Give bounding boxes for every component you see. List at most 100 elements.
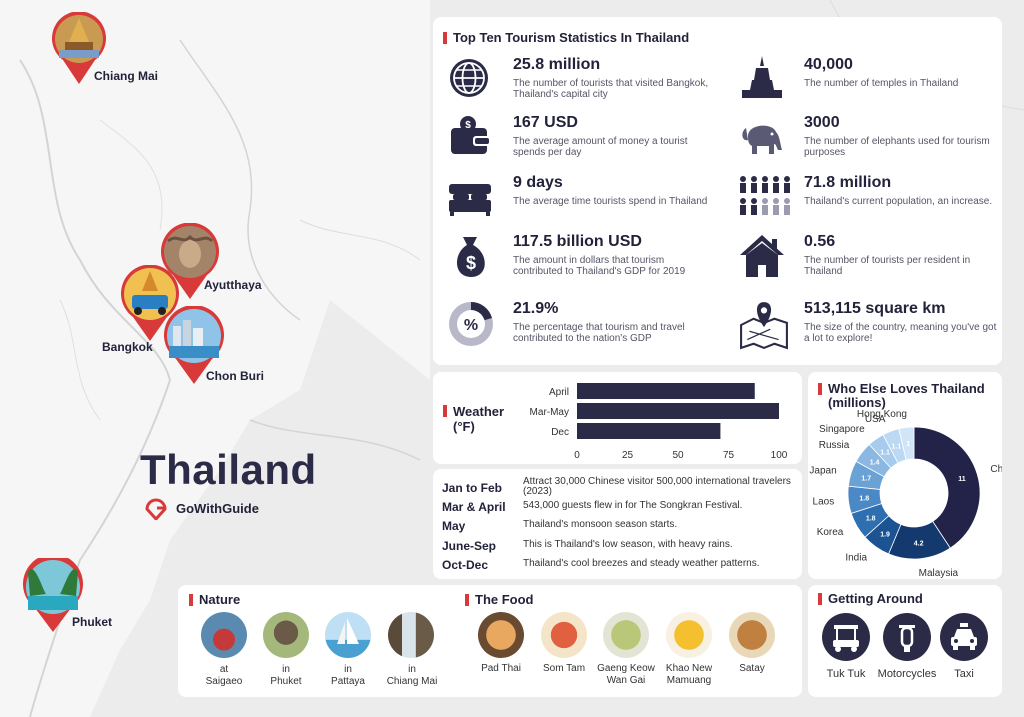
weather-timeline-card	[433, 469, 802, 579]
nature-title: Nature	[189, 593, 240, 607]
map-pin-icon	[740, 302, 788, 350]
donut-category-label: Laos	[813, 497, 835, 508]
caption-line: in	[408, 664, 416, 675]
timeline-text: Thailand's monsoon season starts.	[523, 519, 678, 530]
weather-bar	[577, 403, 779, 419]
svg-text:$: $	[466, 253, 476, 273]
house-icon	[740, 235, 784, 277]
tuk-tuk-button[interactable]	[822, 613, 870, 661]
nature-caption: in Phuket	[251, 664, 321, 688]
donut-category-label: Japan	[809, 465, 836, 476]
pin-bangkok[interactable]	[120, 265, 180, 341]
caption-line: Saigaeo	[205, 676, 243, 687]
stat-value: 3000	[804, 114, 840, 131]
satay-photo	[729, 612, 775, 658]
donut-value-label: 1.8	[859, 496, 869, 503]
donut-category-label: China	[990, 464, 1002, 475]
stat-value: 167 USD	[513, 114, 578, 131]
caption-line: at	[219, 664, 229, 675]
caption-line: Chiang Mai	[386, 676, 438, 687]
stat-value: 0.56	[804, 233, 836, 250]
tuk-tuk-icon	[833, 625, 859, 652]
timeline-text: This is Thailand's low season, with heav…	[523, 539, 733, 550]
transport-label: Tuk Tuk	[826, 668, 866, 680]
donut-value-label: 1	[906, 441, 910, 448]
stats-card	[433, 17, 1002, 365]
svg-text:$: $	[465, 120, 471, 131]
stat-value: 71.8 million	[804, 174, 892, 191]
pin-chon-buri[interactable]	[163, 306, 225, 384]
taxi-icon	[951, 623, 977, 650]
brand-name: GoWithGuide	[176, 501, 259, 516]
timeline-row: June-Sep This is Thailand's low season, …	[442, 537, 802, 555]
weather-category-label: Mar-May	[530, 407, 569, 418]
pad-thai-photo	[478, 612, 524, 658]
caption-line: Pattaya	[331, 676, 365, 687]
pin-phuket[interactable]	[22, 558, 84, 632]
som-tam-photo	[541, 612, 587, 658]
stat-item: 71.8 million Thailand's current populati…	[738, 174, 1008, 230]
stat-desc: The number of elephants used for tourism…	[804, 136, 990, 158]
caption-line: Pad Thai	[481, 663, 521, 674]
timeline-text: Attract 30,000 Chinese visitor 500,000 i…	[523, 476, 791, 497]
caption-line: Khao New	[665, 663, 713, 674]
stat-item: 25.8 million The number of tourists that…	[447, 56, 717, 112]
pin-ayutthaya[interactable]	[160, 223, 220, 299]
caption-line: Phuket	[270, 676, 302, 687]
wallet-icon: $	[451, 116, 491, 154]
pin-label-chiang-mai: Chiang Mai	[94, 69, 159, 83]
motorcycle-button[interactable]	[883, 613, 931, 661]
who-loves-title: Who Else Loves Thailand (millions)	[818, 382, 988, 410]
timeline-text: Thailand's cool breezes and steady weath…	[523, 558, 760, 569]
stat-desc: The average amount of money a tourist sp…	[513, 136, 688, 158]
stat-desc: The amount in dollars that tourism contr…	[513, 255, 686, 277]
weather-tick-label: 25	[622, 450, 634, 461]
nature-caption: in Chiang Mai	[377, 664, 447, 688]
gowithguide-logo-icon	[145, 498, 167, 520]
pin-chiang-mai[interactable]	[51, 12, 107, 84]
visitor-donut-chart: 11 China 4.2 Malaysia 1.9 India 1.8 Korea 1.8 Lao…	[809, 409, 1002, 579]
stat-item: 9 days The average time tourists spend i…	[447, 174, 717, 230]
donut-category-label: Malaysia	[919, 568, 959, 579]
sailboat-icon	[337, 618, 359, 644]
stat-desc: The percentage that tourism and travel c…	[513, 322, 685, 344]
donut-category-label: Russia	[819, 440, 850, 451]
stat-item: 0.56 The number of tourists per resident…	[738, 233, 1008, 289]
transport-label: Taxi	[954, 668, 974, 680]
donut-category-label: India	[845, 552, 867, 563]
globe-icon	[450, 59, 488, 97]
pin-label-ayutthaya: Ayutthaya	[204, 278, 262, 292]
timeline-period: June-Sep	[442, 539, 497, 553]
caption-line: Gaeng Keow	[597, 663, 655, 674]
donut-value-label: 4.2	[914, 540, 924, 547]
weather-category-label: April	[549, 387, 569, 398]
taxi-button[interactable]	[940, 613, 988, 661]
timeline-period: Jan to Feb	[442, 481, 503, 495]
stat-item: $ 117.5 billion USD The amount in dollar…	[447, 233, 717, 289]
temple-icon	[742, 56, 782, 98]
transport-label: Motorcycles	[877, 668, 937, 680]
stat-item: $ 167 USD The average amount of money a …	[447, 114, 717, 170]
caption-line: Satay	[739, 663, 765, 674]
donut-category-label: Singapore	[819, 424, 865, 435]
food-caption: Satay	[717, 663, 787, 675]
food-title: The Food	[465, 593, 534, 607]
caption-line: Som Tam	[542, 663, 586, 674]
jet-ski-photo	[201, 612, 247, 658]
stat-item: 40,000 The number of temples in Thailand	[738, 56, 1008, 112]
sailboat-photo	[325, 612, 371, 658]
stat-desc: Thailand's current population, an increa…	[804, 196, 993, 207]
timeline-row: Oct-Dec Thailand's cool breezes and stea…	[442, 556, 802, 574]
food-caption: Pad Thai	[466, 663, 536, 675]
timeline-period: May	[442, 519, 466, 533]
timeline-period: Mar & April	[442, 500, 506, 514]
bed-icon	[449, 184, 491, 216]
stat-value: 40,000	[804, 56, 853, 73]
pin-label-bangkok: Bangkok	[102, 340, 153, 354]
stat-desc: The size of the country, meaning you've …	[804, 322, 997, 344]
stat-value: 117.5 billion USD	[513, 233, 642, 250]
weather-title: Weather (°F)	[443, 404, 523, 434]
donut-slice	[913, 426, 981, 549]
elephant-ride-photo	[263, 612, 309, 658]
food-caption: Gaeng Keow Wan Gai	[591, 663, 661, 687]
